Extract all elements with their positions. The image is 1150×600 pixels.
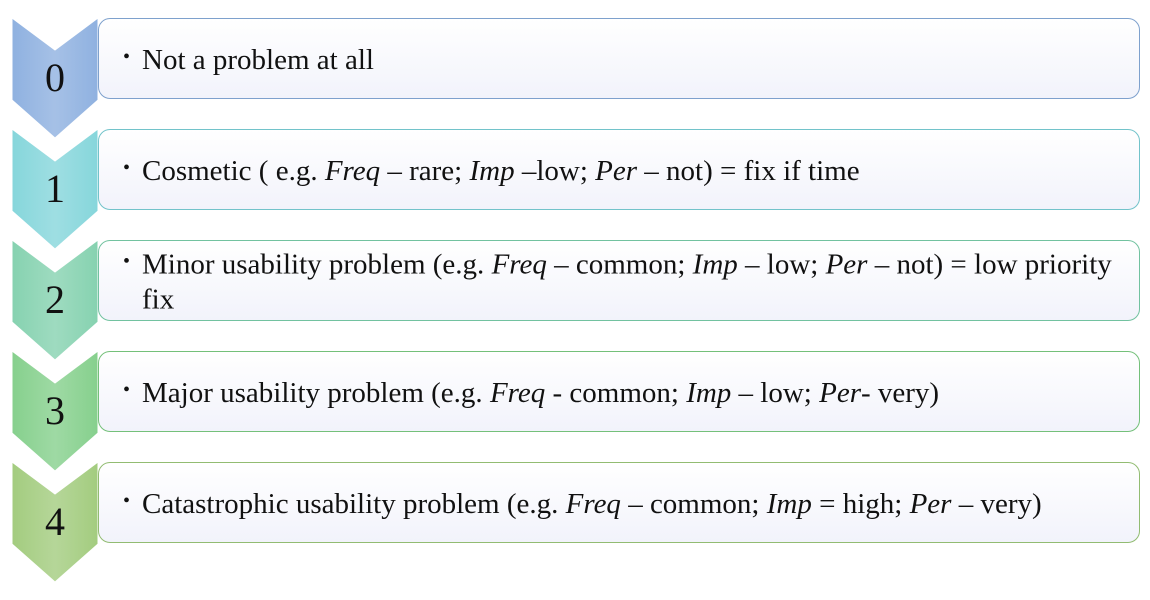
level-0-number: 0 (45, 55, 65, 100)
text-segment: Major usability problem (e.g. (142, 376, 490, 409)
italic-term: Imp (692, 248, 738, 280)
text-segment: – not) = low priority fix (142, 248, 1112, 315)
level-3-number: 3 (45, 388, 65, 433)
italic-term: Imp (766, 487, 812, 520)
text-segment: – very) (951, 487, 1042, 520)
italic-term: Per (595, 154, 638, 187)
italic-term: Per (825, 248, 868, 280)
level-4-box: • Catastrophic usability problem (e.g. Fr… (98, 462, 1140, 543)
text-segment: – rare; (380, 154, 470, 187)
text-segment: –low; (514, 154, 596, 187)
level-2-box: • Minor usability problem (e.g. Freq – co… (98, 240, 1140, 321)
level-3-text: • Major usability problem (e.g. Freq - co… (123, 373, 1129, 411)
text-segment: - very) (860, 376, 940, 409)
italic-term: Per (819, 376, 861, 409)
bullet-icon: • (123, 250, 131, 272)
italic-term: Freq (324, 154, 381, 187)
text-segment: = high; (811, 487, 910, 520)
bullet-icon: • (123, 378, 131, 401)
level-1-number: 1 (45, 166, 65, 211)
italic-term: Freq (565, 487, 621, 520)
level-0-box: • Not a problem at all (98, 18, 1140, 99)
text-segment: – common; (546, 248, 693, 280)
level-2-number: 2 (45, 277, 65, 322)
bullet-icon: • (123, 489, 131, 512)
text-segment: - common; (545, 376, 687, 409)
level-2-text: • Minor usability problem (e.g. Freq – co… (123, 244, 1129, 317)
chevron-arrow-2 (11, 239, 99, 361)
level-3-box: • Major usability problem (e.g. Freq - co… (98, 351, 1140, 432)
bullet-icon: • (123, 156, 131, 179)
chevron-column (11, 17, 99, 583)
chevron-arrow-1 (11, 128, 99, 250)
italic-term: Imp (469, 154, 515, 187)
level-0-text: • Not a problem at all (123, 40, 1129, 78)
text-segment: – not) = fix if time (637, 154, 860, 187)
chevron-arrow-4 (11, 461, 99, 583)
text-segment: Cosmetic ( e.g. (142, 154, 325, 187)
text-segment: Not a problem at all (142, 43, 374, 76)
text-segment: Minor usability problem (e.g. (142, 248, 492, 280)
level-4-text: • Catastrophic usability problem (e.g. Fr… (123, 484, 1129, 522)
chevron-arrow-0 (11, 17, 99, 139)
text-segment: Catastrophic usability problem (e.g. (142, 487, 566, 520)
italic-term: Per (909, 487, 952, 520)
level-1-box: • Cosmetic ( e.g. Freq – rare; Imp –low; … (98, 129, 1140, 210)
level-1-text: • Cosmetic ( e.g. Freq – rare; Imp –low; … (123, 151, 1129, 189)
text-segment: – common; (620, 487, 767, 520)
chevron-arrow-3 (11, 350, 99, 472)
bullet-icon: • (123, 45, 131, 68)
text-segment: – low; (731, 376, 820, 409)
italic-term: Imp (686, 376, 732, 409)
level-4-number: 4 (45, 499, 65, 544)
italic-term: Freq (491, 248, 547, 280)
italic-term: Freq (489, 376, 546, 409)
text-segment: – low; (737, 248, 826, 280)
